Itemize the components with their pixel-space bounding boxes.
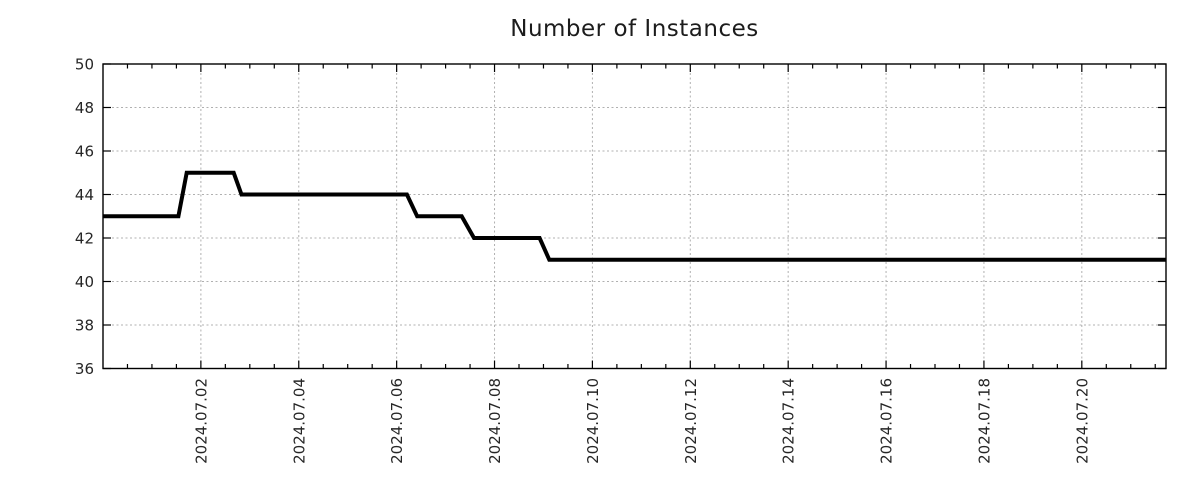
x-tick-label: 2024.07.16 bbox=[878, 378, 896, 464]
x-tick-label: 2024.07.10 bbox=[584, 378, 602, 464]
x-tick-label: 2024.07.20 bbox=[1073, 378, 1091, 464]
y-tick-label: 40 bbox=[75, 273, 94, 291]
series-line-instances bbox=[103, 170, 1166, 262]
y-tick-label: 44 bbox=[75, 186, 94, 204]
x-tick-label: 2024.07.12 bbox=[682, 378, 700, 464]
plot-frame bbox=[102, 63, 1167, 370]
y-tick-label: 46 bbox=[75, 143, 94, 161]
x-tick-label: 2024.07.08 bbox=[486, 378, 504, 464]
x-tick-label: 2024.07.02 bbox=[192, 378, 210, 464]
y-tick-label: 42 bbox=[75, 230, 94, 248]
chart-title: Number of Instances bbox=[510, 16, 759, 42]
x-tick-label: 2024.07.18 bbox=[975, 378, 993, 464]
y-tick-label: 48 bbox=[75, 99, 94, 117]
y-tick-label: 36 bbox=[75, 360, 94, 378]
y-tick-label: 50 bbox=[75, 56, 94, 74]
y-tick-label: 38 bbox=[75, 317, 94, 335]
x-tick-label: 2024.07.04 bbox=[290, 378, 308, 464]
x-tick-label: 2024.07.06 bbox=[388, 378, 406, 464]
x-tick-label: 2024.07.14 bbox=[780, 378, 798, 464]
